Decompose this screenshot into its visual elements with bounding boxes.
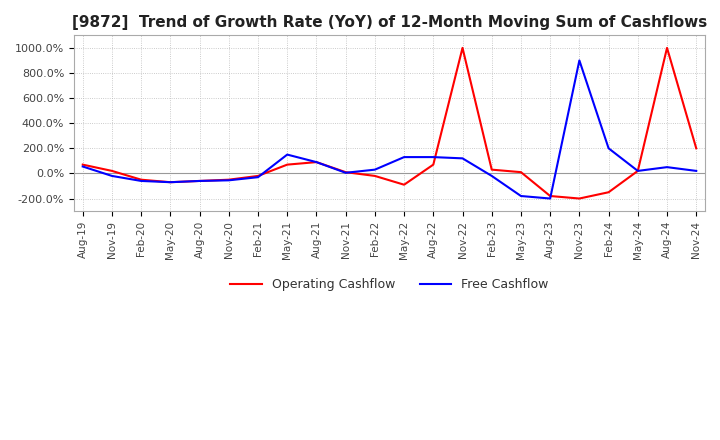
Operating Cashflow xyxy=(312,159,321,165)
Free Cashflow xyxy=(195,178,204,183)
Free Cashflow xyxy=(546,196,554,201)
Operating Cashflow xyxy=(283,162,292,167)
Operating Cashflow xyxy=(225,177,233,182)
Operating Cashflow xyxy=(371,173,379,179)
Free Cashflow xyxy=(692,168,701,173)
Line: Operating Cashflow: Operating Cashflow xyxy=(83,48,696,198)
Operating Cashflow xyxy=(107,168,116,173)
Free Cashflow xyxy=(371,167,379,172)
Operating Cashflow xyxy=(487,167,496,172)
Free Cashflow xyxy=(604,146,613,151)
Operating Cashflow xyxy=(517,169,526,175)
Operating Cashflow xyxy=(166,180,175,185)
Free Cashflow xyxy=(458,156,467,161)
Free Cashflow xyxy=(107,173,116,179)
Operating Cashflow xyxy=(575,196,584,201)
Operating Cashflow xyxy=(253,173,262,179)
Line: Free Cashflow: Free Cashflow xyxy=(83,60,696,198)
Legend: Operating Cashflow, Free Cashflow: Operating Cashflow, Free Cashflow xyxy=(225,273,554,296)
Free Cashflow xyxy=(312,159,321,165)
Operating Cashflow xyxy=(604,190,613,195)
Free Cashflow xyxy=(400,154,408,160)
Free Cashflow xyxy=(341,170,350,176)
Free Cashflow xyxy=(253,175,262,180)
Operating Cashflow xyxy=(78,162,87,167)
Operating Cashflow xyxy=(458,45,467,51)
Free Cashflow xyxy=(283,152,292,157)
Free Cashflow xyxy=(634,168,642,173)
Free Cashflow xyxy=(78,164,87,169)
Free Cashflow xyxy=(662,165,671,170)
Free Cashflow xyxy=(517,193,526,198)
Operating Cashflow xyxy=(195,178,204,183)
Free Cashflow xyxy=(575,58,584,63)
Operating Cashflow xyxy=(662,45,671,51)
Operating Cashflow xyxy=(137,177,145,182)
Operating Cashflow xyxy=(692,146,701,151)
Operating Cashflow xyxy=(546,193,554,198)
Operating Cashflow xyxy=(341,169,350,175)
Free Cashflow xyxy=(137,178,145,183)
Title: [9872]  Trend of Growth Rate (YoY) of 12-Month Moving Sum of Cashflows: [9872] Trend of Growth Rate (YoY) of 12-… xyxy=(72,15,707,30)
Free Cashflow xyxy=(429,154,438,160)
Operating Cashflow xyxy=(400,182,408,187)
Operating Cashflow xyxy=(634,168,642,173)
Free Cashflow xyxy=(225,178,233,183)
Free Cashflow xyxy=(166,180,175,185)
Operating Cashflow xyxy=(429,162,438,167)
Free Cashflow xyxy=(487,173,496,179)
